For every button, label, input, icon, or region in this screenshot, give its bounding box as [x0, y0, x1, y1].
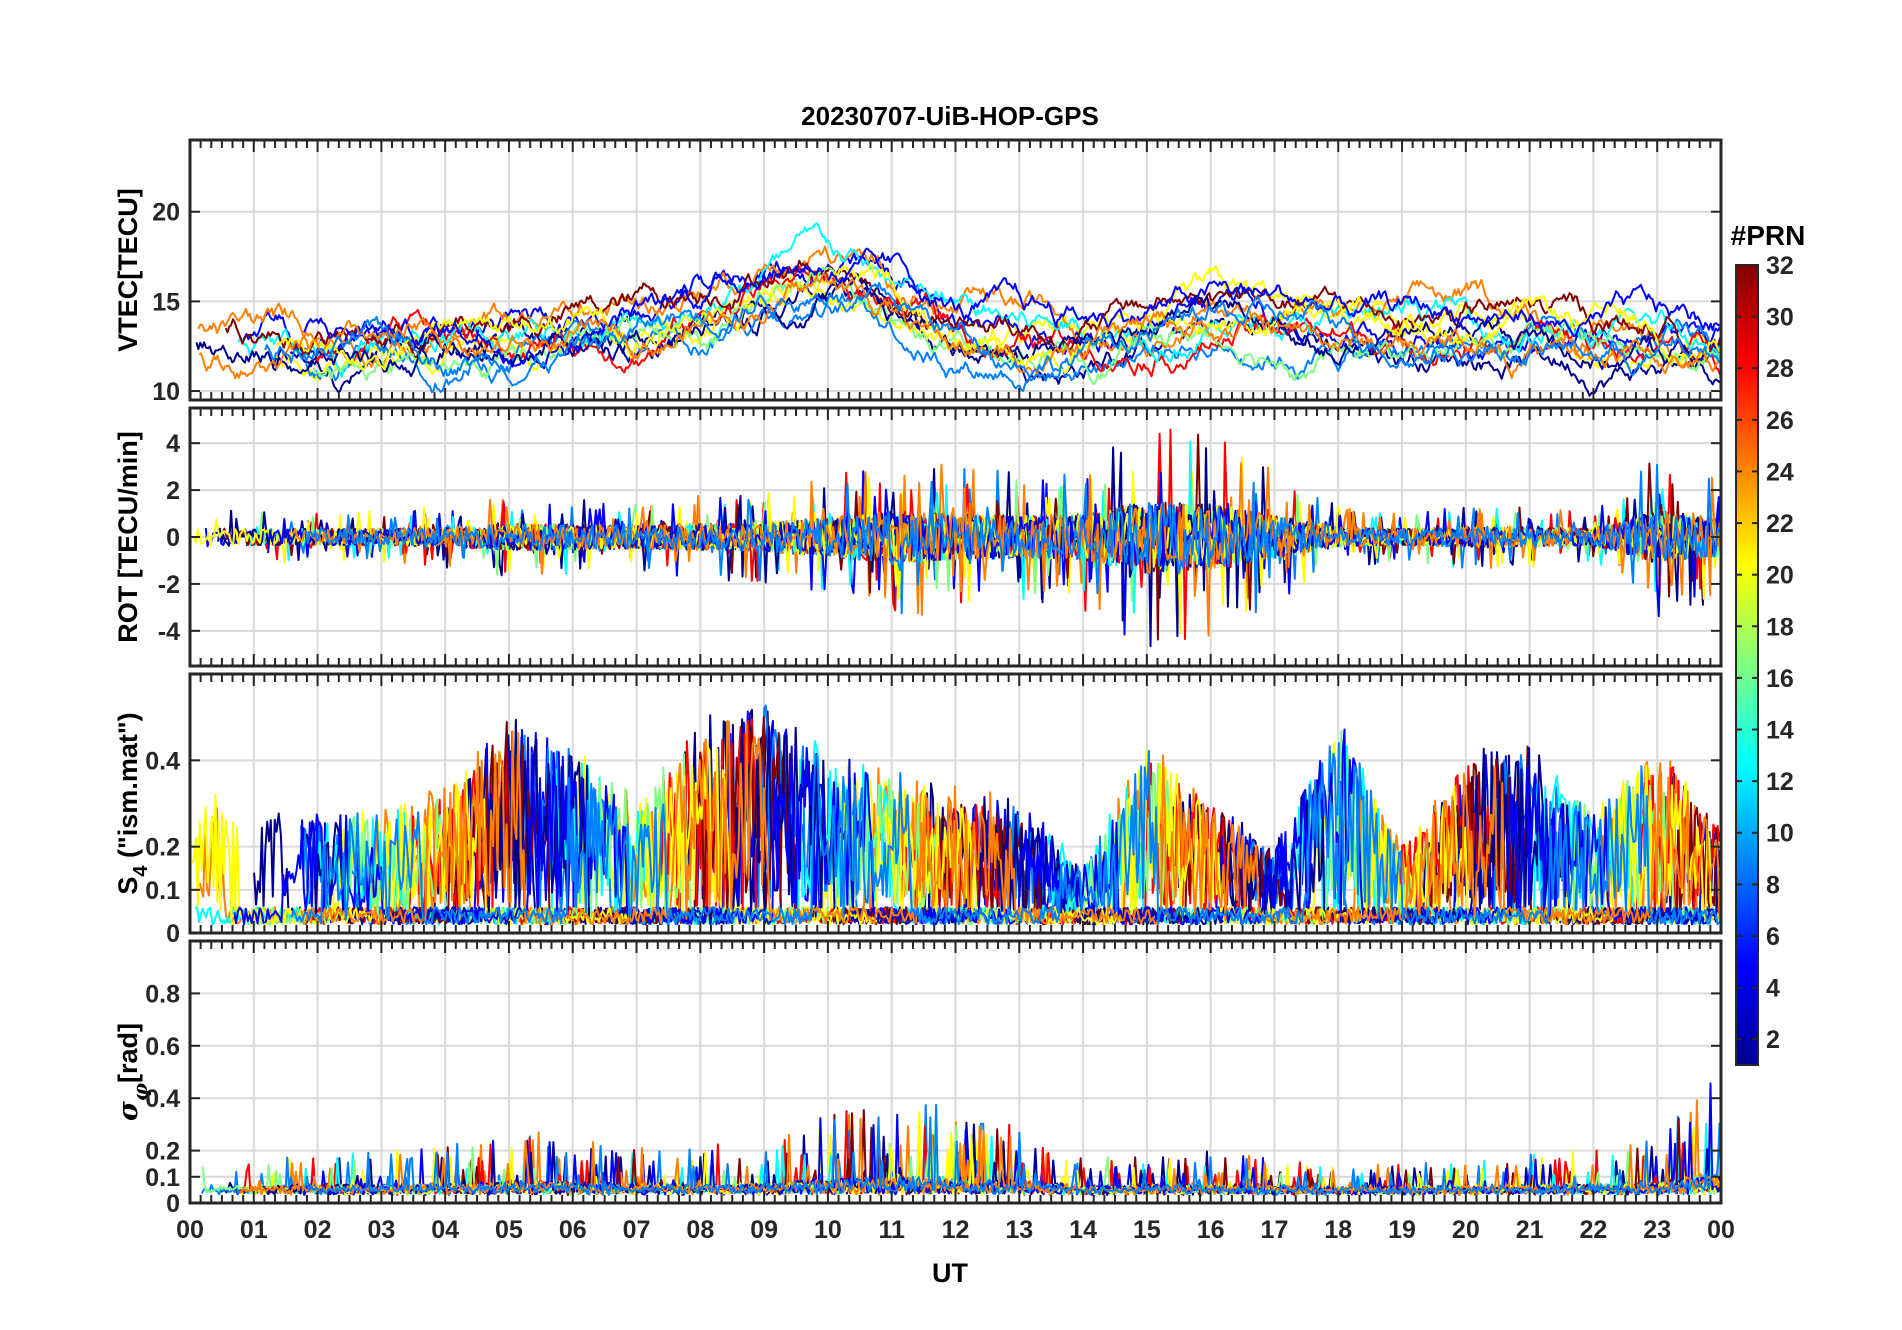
colorbar-tick-label: 6 [1766, 923, 1780, 951]
y-tick-label: 0 [166, 524, 180, 552]
y-axis-label: σφ[rad] [113, 1023, 152, 1121]
y-tick-label: -2 [158, 571, 180, 599]
colorbar-tick-label: 16 [1766, 665, 1794, 693]
x-tick-label: 01 [240, 1216, 268, 1244]
x-tick-labels: 00 01 02 03 04 05 06 07 08 09 10 11 12 13 14 15 16 17 18 19… [176, 1216, 1735, 1244]
series-line-14 [264, 281, 1721, 387]
y-tick-label: 0.4 [145, 1085, 180, 1113]
x-minor-ticks [189, 408, 1722, 666]
panel-S4: 0 0.1 0.2 0.4S4 ("ism.mat") [113, 672, 1723, 948]
y-tick-label: 0 [166, 1190, 180, 1218]
colorbar-scale [1735, 264, 1759, 1066]
colorbar-tick-label: 4 [1766, 975, 1780, 1003]
colorbar-tick-label: 22 [1766, 510, 1794, 538]
series-line-7 [237, 222, 1721, 378]
panel-ROT: -4 -2 0 2 4 ROT [TECU/min] [113, 406, 1723, 668]
y-tick-label: 4 [166, 430, 180, 458]
colorbar-label: #PRN [1731, 220, 1806, 251]
series-line-14 [290, 749, 1721, 926]
colorbar-tick-label: 28 [1766, 355, 1794, 383]
y-tick-label: -4 [158, 618, 180, 646]
y-tick-label: 20 [152, 199, 180, 227]
x-tick-label: 04 [431, 1216, 459, 1244]
x-tick-label: 11 [878, 1216, 905, 1244]
colorbar-tick-label: 14 [1766, 717, 1794, 745]
y-axis-label: VTEC[TECU] [113, 188, 143, 352]
colorbar-tick-label: 2 [1766, 1026, 1780, 1054]
colorbar-tick-label: 32 [1766, 252, 1794, 280]
x-tick-label: 20 [1452, 1216, 1480, 1244]
y-tick-label: 0.6 [145, 1033, 180, 1061]
y-tick-label: 2 [166, 477, 180, 505]
x-tick-label: 00 [1707, 1216, 1735, 1244]
x-axis-label: UT [932, 1258, 968, 1288]
x-tick-label: 13 [1005, 1216, 1033, 1244]
x-tick-label: 02 [304, 1216, 332, 1244]
series-line-14 [304, 1103, 1721, 1196]
y-tick-label: 0.2 [145, 834, 180, 862]
y-tick-label: 0.1 [145, 1164, 180, 1192]
series-line-14 [304, 463, 1721, 614]
x-tick-label: 16 [1197, 1216, 1225, 1244]
colorbar-tick-label: 20 [1766, 562, 1794, 590]
y-tick-label: 0.8 [145, 980, 180, 1008]
x-tick-label: 09 [750, 1216, 778, 1244]
y-tick-label: 15 [152, 288, 180, 316]
y-axis-label: ROT [TECU/min] [113, 431, 143, 642]
x-tick-label: 10 [814, 1216, 842, 1244]
colorbar-tick-label: 8 [1766, 871, 1780, 899]
series-line-8 [224, 259, 1721, 363]
y-axis-label: S4 ("ism.mat") [113, 712, 152, 894]
y-tick-label: 0 [166, 920, 180, 948]
x-tick-label: 18 [1324, 1216, 1352, 1244]
chart-title: 20230707-UiB-HOP-GPS [801, 101, 1099, 131]
colorbar-tick-label: 18 [1766, 613, 1794, 641]
x-tick-label: 08 [686, 1216, 714, 1244]
x-tick-label: 03 [367, 1216, 395, 1244]
y-tick-label: 10 [152, 378, 180, 406]
x-tick-label: 14 [1069, 1216, 1097, 1244]
colorbar-tick-label: 10 [1766, 820, 1794, 848]
y-tick-label: 0.2 [145, 1138, 180, 1166]
series-group [201, 1082, 1721, 1197]
x-tick-label: 07 [623, 1216, 651, 1244]
x-tick-label: 06 [559, 1216, 587, 1244]
x-minor-ticks [189, 674, 1722, 933]
colorbar-tick-label: 12 [1766, 768, 1794, 796]
x-tick-label: 00 [176, 1216, 204, 1244]
x-tick-label: 12 [942, 1216, 970, 1244]
series-group [193, 428, 1721, 648]
x-tick-label: 15 [1133, 1216, 1161, 1244]
series-group [195, 222, 1721, 397]
x-tick-label: 22 [1580, 1216, 1608, 1244]
x-minor-ticks [189, 941, 1722, 1203]
series-group [191, 704, 1721, 926]
x-tick-label: 17 [1261, 1216, 1289, 1244]
x-tick-label: 23 [1643, 1216, 1671, 1244]
series-line-13 [198, 272, 1720, 380]
x-tick-label: 19 [1388, 1216, 1416, 1244]
panel-VTEC: 10 15 20 VTEC[TECU] [113, 138, 1723, 406]
x-minor-ticks [189, 140, 1722, 400]
colorbar-tick-label: 26 [1766, 407, 1794, 435]
y-tick-label: 0.1 [145, 877, 180, 905]
x-tick-label: 05 [495, 1216, 523, 1244]
series-line-9 [312, 266, 1721, 386]
colorbar-tick-label: 24 [1766, 458, 1794, 486]
series-line-5 [305, 291, 1721, 394]
panel-sigma_phi: 00.10.2 0.4 0.6 0.8 σφ[rad] [113, 939, 1723, 1218]
y-tick-label: 0.4 [145, 747, 180, 775]
x-tick-label: 21 [1516, 1216, 1544, 1244]
colorbar-tick-label: 30 [1766, 304, 1794, 332]
